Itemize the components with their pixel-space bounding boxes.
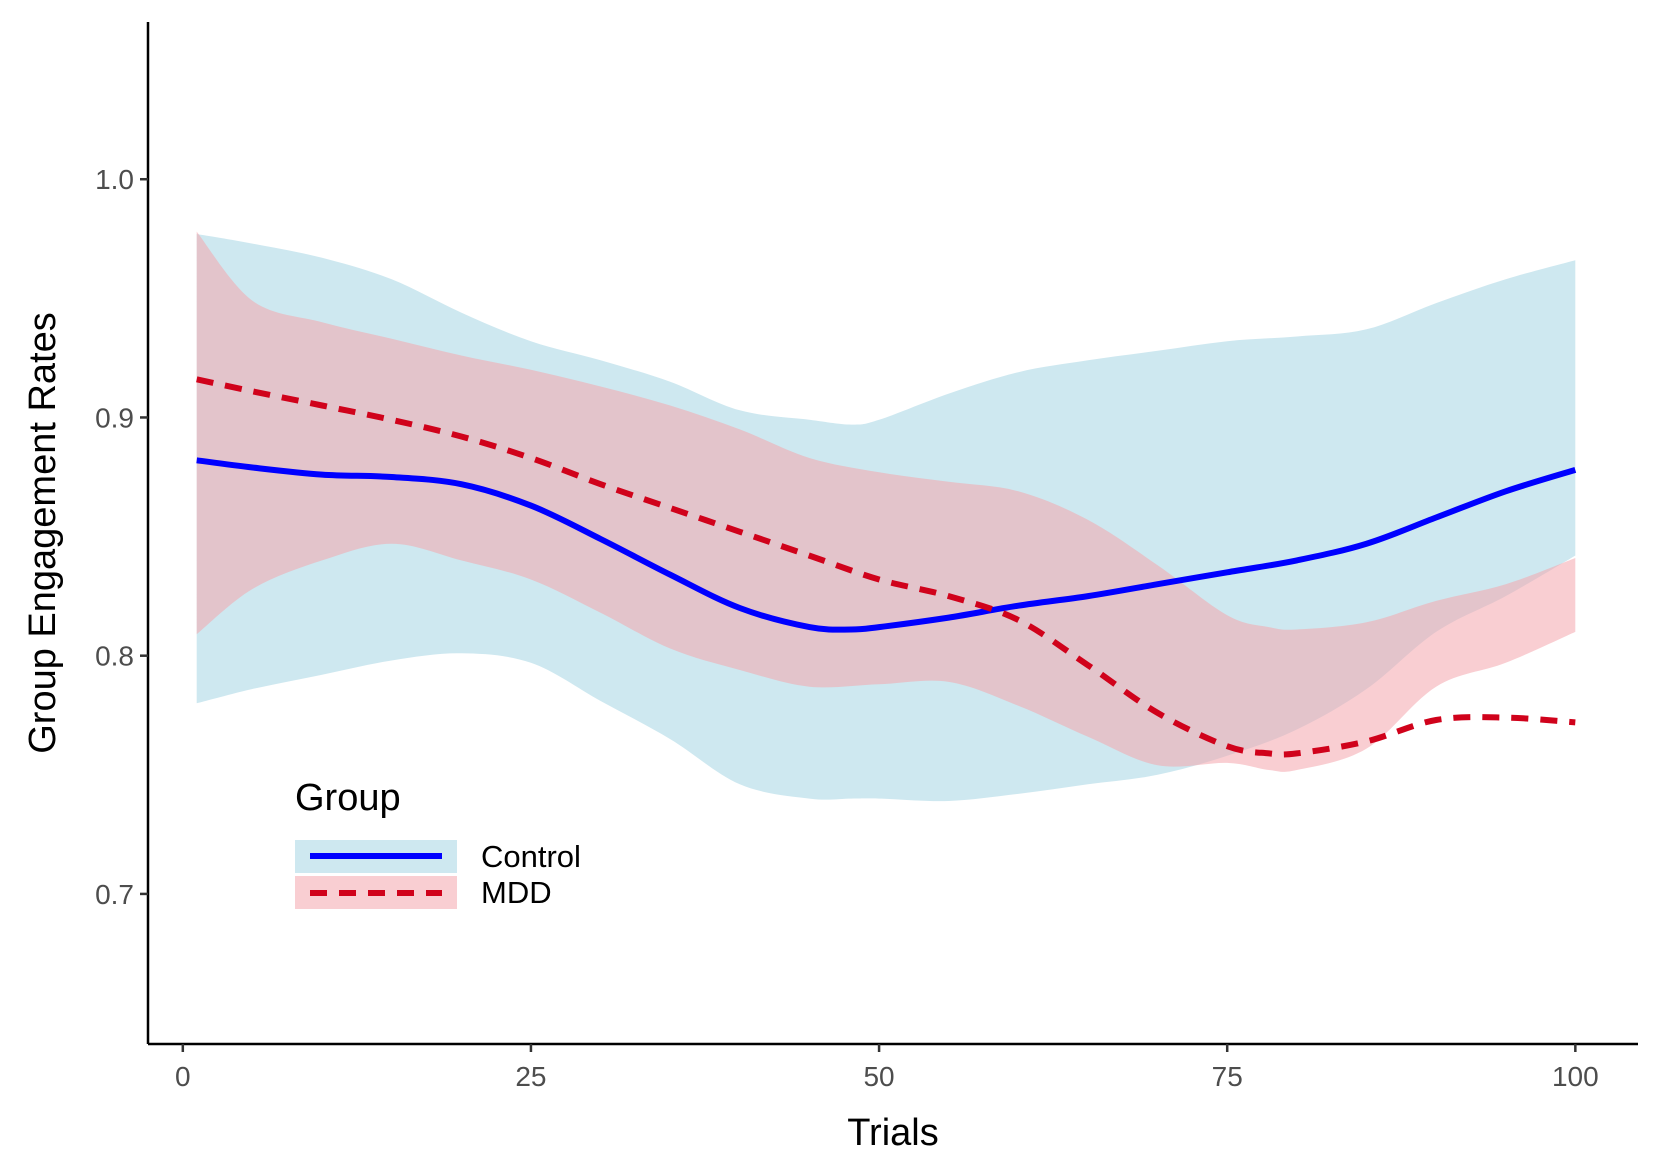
control-line xyxy=(196,457,1577,633)
mdd-line xyxy=(196,376,1576,758)
x-axis-ticks: 0 25 50 75 100 xyxy=(175,1044,1599,1092)
confidence-ribbons xyxy=(196,231,1576,802)
legend: Group Control MDD xyxy=(295,777,581,910)
y-tick-label: 0.9 xyxy=(95,402,134,433)
y-axis-ticks: 0.7 0.8 0.9 1.0 xyxy=(95,164,148,910)
y-tick-label: 1.0 xyxy=(95,164,134,195)
y-axis-title: Group Engagement Rates xyxy=(22,312,64,754)
x-axis-title: Trials xyxy=(847,1112,938,1154)
y-tick-label: 0.7 xyxy=(95,879,134,910)
x-tick-label: 50 xyxy=(863,1061,894,1092)
x-tick-label: 25 xyxy=(515,1061,546,1092)
x-tick-label: 75 xyxy=(1212,1061,1243,1092)
legend-title: Group xyxy=(295,777,401,819)
legend-label-control: Control xyxy=(481,839,581,874)
x-tick-label: 100 xyxy=(1552,1061,1599,1092)
legend-label-mdd: MDD xyxy=(481,875,552,910)
mdd-confidence-ribbon xyxy=(196,231,1576,772)
series-lines xyxy=(196,376,1577,758)
y-tick-label: 0.8 xyxy=(95,641,134,672)
x-tick-label: 0 xyxy=(175,1061,191,1092)
